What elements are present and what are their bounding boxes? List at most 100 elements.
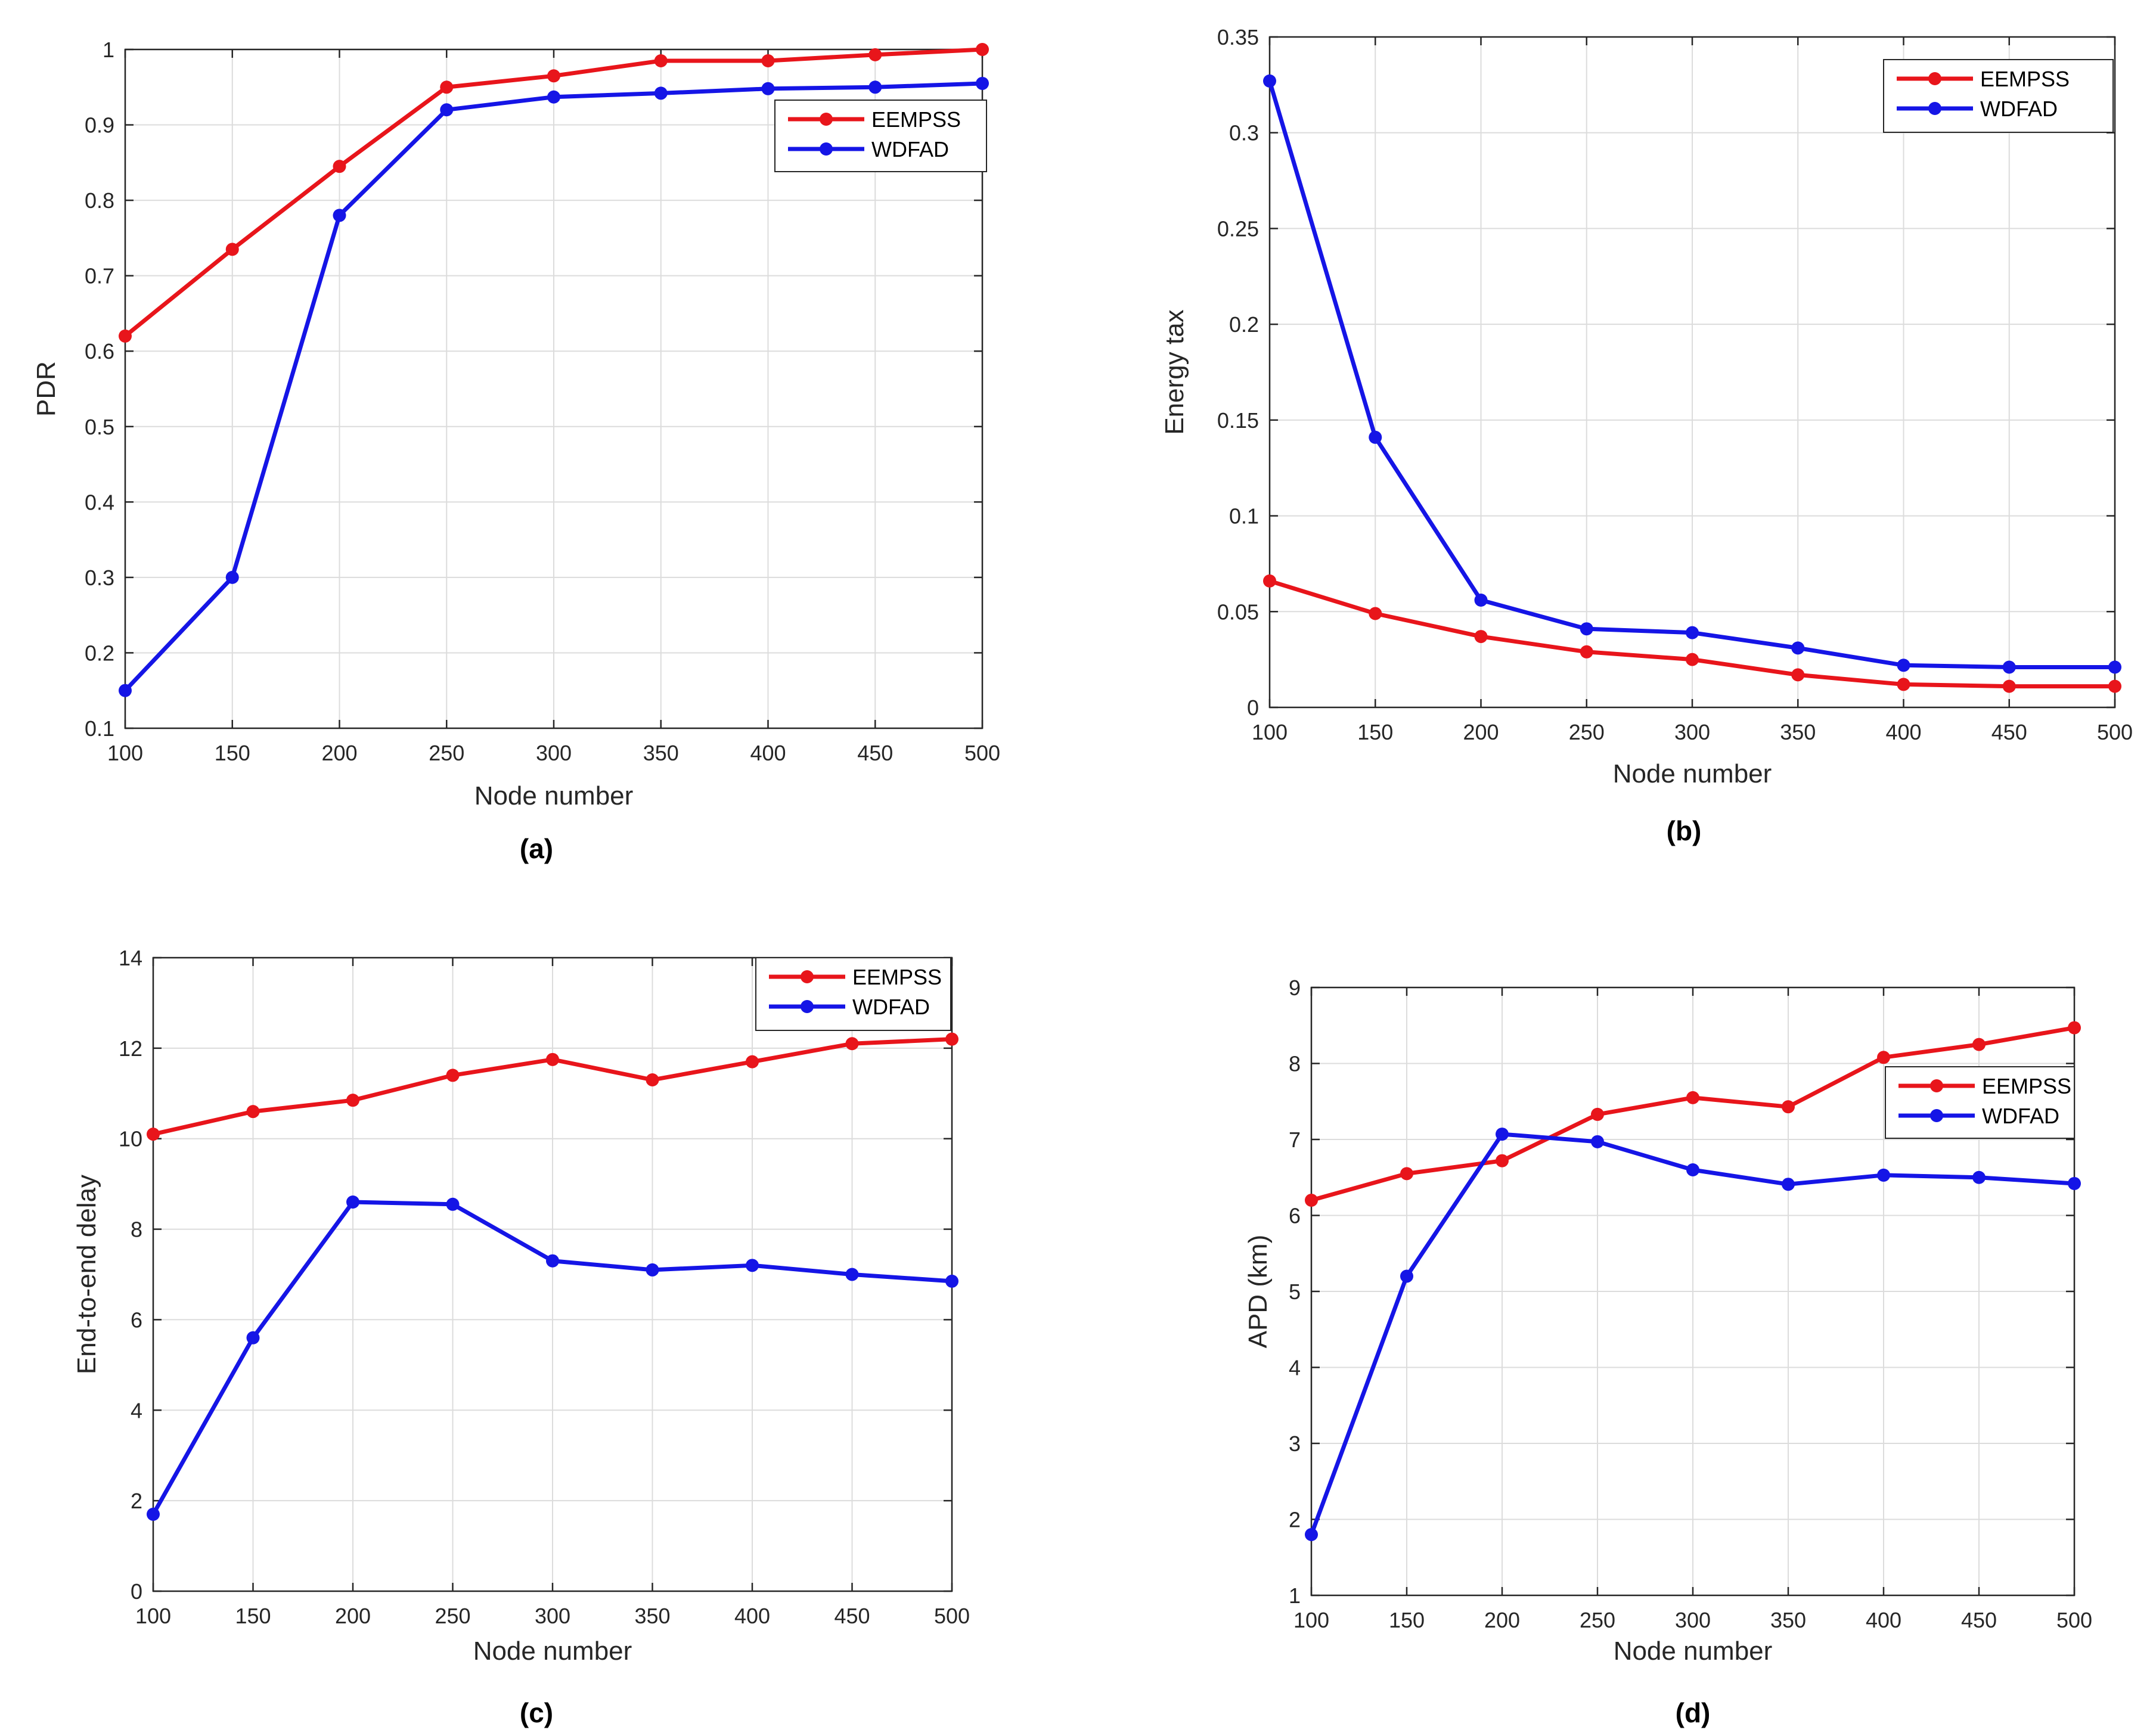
data-point-wdfad xyxy=(1686,626,1699,639)
y-tick-label: 3 xyxy=(1289,1431,1301,1456)
data-point-eempss xyxy=(1686,653,1699,666)
legend: EEMPSS WDFAD xyxy=(1885,1066,2075,1139)
data-point-eempss xyxy=(1972,1038,1986,1051)
y-tick-label: 0.4 xyxy=(85,490,114,514)
data-point-wdfad xyxy=(1972,1170,1986,1184)
y-tick-label: 0.8 xyxy=(85,188,114,213)
data-point-wdfad xyxy=(147,1507,160,1521)
x-tick-label: 250 xyxy=(1569,720,1605,744)
data-point-eempss xyxy=(1305,1194,1318,1207)
x-tick-label: 100 xyxy=(1293,1608,1329,1632)
x-tick-label: 150 xyxy=(1389,1608,1425,1632)
data-point-eempss xyxy=(1877,1051,1890,1064)
x-tick-label: 450 xyxy=(1991,720,2027,744)
legend-label-eempss: EEMPSS xyxy=(1980,67,2070,91)
x-tick-label: 150 xyxy=(1357,720,1393,744)
data-point-wdfad xyxy=(654,86,668,100)
data-point-wdfad xyxy=(646,1263,659,1277)
legend-marker-eempss xyxy=(1930,1079,1943,1092)
x-axis-label: Node number xyxy=(1614,1636,1773,1666)
x-tick-label: 500 xyxy=(2056,1608,2092,1632)
data-point-wdfad xyxy=(945,1274,958,1288)
data-point-wdfad xyxy=(2002,660,2016,674)
chart-panel-a: 100 150 200 250 300 350 400 450 500 0.1 0.2 0.3 0.4 0… xyxy=(32,38,1000,864)
legend-marker-wdfad xyxy=(1928,102,1941,115)
x-tick-label: 100 xyxy=(135,1604,171,1628)
data-point-eempss xyxy=(1496,1154,1509,1167)
data-point-eempss xyxy=(225,243,239,256)
y-axis-label: End-to-end delay xyxy=(72,1175,101,1374)
x-axis-label: Node number xyxy=(473,1636,632,1666)
data-point-wdfad xyxy=(2108,660,2121,674)
y-tick-label: 6 xyxy=(131,1308,142,1332)
data-point-wdfad xyxy=(1686,1163,1699,1176)
y-tick-label: 0.3 xyxy=(85,566,114,590)
y-tick-label: 4 xyxy=(1289,1356,1301,1380)
x-tick-label: 350 xyxy=(643,741,679,765)
x-tick-label: 150 xyxy=(215,741,250,765)
y-tick-label: 8 xyxy=(131,1218,142,1242)
x-tick-label: 500 xyxy=(964,741,1000,765)
panel-caption: (d) xyxy=(1676,1697,1711,1728)
data-point-wdfad xyxy=(746,1259,759,1272)
data-point-eempss xyxy=(945,1032,958,1046)
data-point-wdfad xyxy=(446,1197,460,1211)
chart-panel-d: 100 150 200 250 300 350 400 450 500 1 2 3 4 5 6 7 8 9 Node… xyxy=(1243,976,2092,1728)
y-tick-label: 0.9 xyxy=(85,113,114,138)
chart-panel-b: 100 150 200 250 300 350 400 450 500 0 0.05 0.1 0.15 0… xyxy=(1160,25,2133,846)
data-point-eempss xyxy=(2108,679,2121,693)
data-point-eempss xyxy=(746,1055,759,1069)
data-point-wdfad xyxy=(1496,1128,1509,1141)
panel-caption: (c) xyxy=(520,1697,553,1728)
data-point-wdfad xyxy=(1474,594,1488,607)
x-tick-label: 200 xyxy=(335,1604,371,1628)
data-point-eempss xyxy=(845,1037,859,1051)
data-point-wdfad xyxy=(1877,1168,1890,1182)
data-point-eempss xyxy=(1686,1091,1699,1104)
data-point-wdfad xyxy=(546,1254,559,1268)
x-tick-label: 350 xyxy=(634,1604,670,1628)
x-tick-label: 300 xyxy=(1675,1608,1711,1632)
legend-box xyxy=(774,100,987,172)
x-tick-label: 250 xyxy=(1580,1608,1615,1632)
data-point-eempss xyxy=(868,48,882,61)
legend-marker-wdfad xyxy=(1930,1109,1943,1122)
data-point-wdfad xyxy=(1897,659,1910,672)
y-tick-label: 1 xyxy=(103,38,114,62)
data-point-wdfad xyxy=(1400,1269,1413,1283)
x-tick-label: 400 xyxy=(734,1604,770,1628)
data-point-wdfad xyxy=(976,76,989,90)
y-tick-label: 0 xyxy=(1247,695,1259,720)
y-tick-label: 0.1 xyxy=(1229,504,1259,529)
y-tick-label: 0 xyxy=(131,1579,142,1604)
data-point-eempss xyxy=(2068,1021,2081,1035)
x-axis-label: Node number xyxy=(1613,759,1772,788)
legend: EEMPSS WDFAD xyxy=(755,957,951,1031)
x-tick-label: 400 xyxy=(1866,1608,1901,1632)
data-point-wdfad xyxy=(1263,74,1276,88)
data-point-eempss xyxy=(1580,645,1593,659)
data-point-eempss xyxy=(761,54,775,67)
data-point-eempss xyxy=(119,329,132,343)
chart-panel-c: 100 150 200 250 300 350 400 450 500 0 2 4 6 8 10 12 14 No… xyxy=(72,946,970,1728)
data-point-eempss xyxy=(333,160,346,173)
y-tick-label: 0.25 xyxy=(1217,216,1259,241)
data-point-eempss xyxy=(446,1069,460,1082)
x-tick-label: 250 xyxy=(429,741,464,765)
legend-marker-wdfad xyxy=(820,142,833,156)
data-point-eempss xyxy=(1591,1107,1604,1121)
x-tick-label: 500 xyxy=(934,1604,970,1628)
legend-box xyxy=(1883,59,2114,133)
y-tick-label: 1 xyxy=(1289,1583,1301,1608)
data-point-wdfad xyxy=(1591,1135,1604,1148)
data-point-wdfad xyxy=(225,570,239,584)
x-tick-label: 450 xyxy=(1961,1608,1997,1632)
x-tick-label: 300 xyxy=(536,741,572,765)
y-tick-label: 0.3 xyxy=(1229,121,1259,145)
y-tick-label: 2 xyxy=(1289,1508,1301,1532)
y-axis-label: APD (km) xyxy=(1243,1235,1273,1349)
legend-label-wdfad: WDFAD xyxy=(871,137,949,162)
data-point-eempss xyxy=(346,1094,359,1107)
y-tick-label: 0.7 xyxy=(85,264,114,288)
